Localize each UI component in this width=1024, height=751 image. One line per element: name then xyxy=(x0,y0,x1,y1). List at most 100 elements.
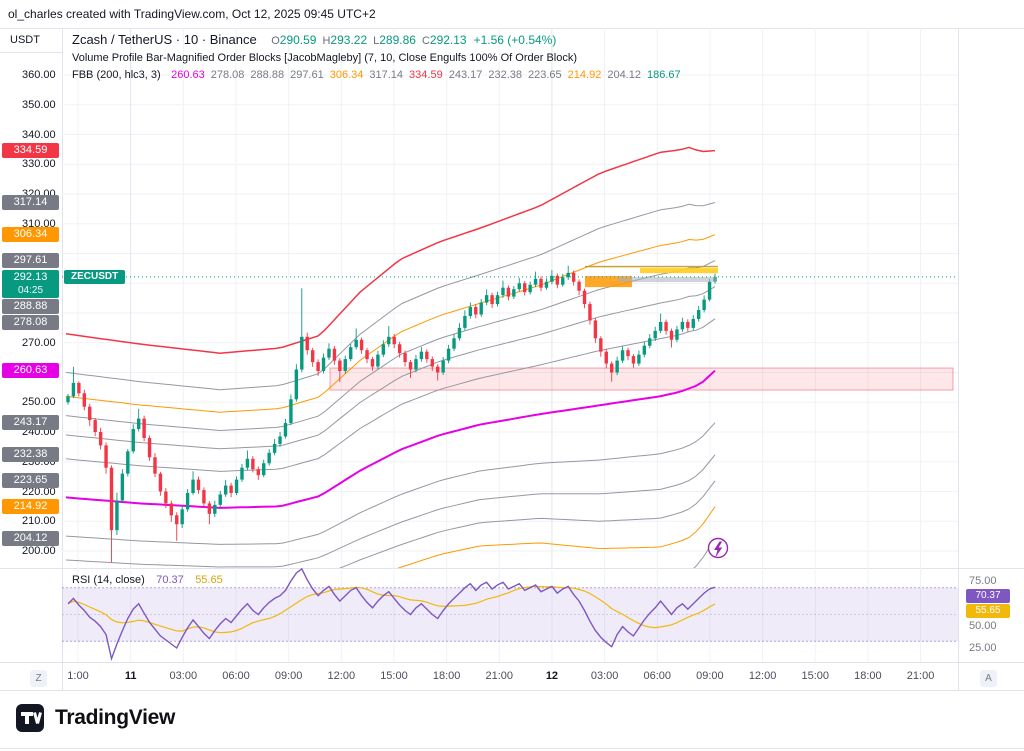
candle xyxy=(272,443,277,453)
currency-separator xyxy=(0,52,62,53)
bar-countdown: 04:25 xyxy=(17,284,44,296)
rsi-value: 70.37 xyxy=(156,574,184,586)
candle xyxy=(544,281,549,288)
candle xyxy=(675,329,679,340)
time-tick: 12:00 xyxy=(748,670,777,682)
price-tick: 250.00 xyxy=(22,396,56,409)
rsi-axis-tick: 75.00 xyxy=(969,575,997,587)
candle xyxy=(321,357,326,372)
candle xyxy=(262,463,266,476)
attribution-note: ol_charles created with TradingView.com,… xyxy=(8,7,376,21)
zone xyxy=(585,265,718,268)
candle xyxy=(245,458,250,468)
price-level-badge: 243.17 xyxy=(2,415,59,431)
price-level-badge: 288.88 xyxy=(2,298,59,314)
candle xyxy=(631,356,636,364)
timezone-button[interactable]: Z xyxy=(30,670,47,687)
candle xyxy=(310,350,315,363)
fbb-values: 260.63 278.08 288.88 297.61 306.34 317.14 334.… xyxy=(165,65,681,82)
price-level-badge: 317.14 xyxy=(2,195,59,210)
candle xyxy=(196,479,201,491)
candle xyxy=(566,272,570,278)
candle xyxy=(381,344,386,355)
rsi-pane[interactable] xyxy=(62,568,958,662)
fbb-value: 186.67 xyxy=(646,69,681,81)
price-level-badge: 204.12 xyxy=(2,531,59,547)
candle xyxy=(240,467,244,480)
fbb-value: 223.65 xyxy=(528,69,562,81)
candle xyxy=(686,321,690,328)
indicator-volume-profile[interactable]: Volume Profile Bar-Magnified Order Block… xyxy=(72,49,681,66)
candle xyxy=(430,359,434,367)
price-level-badge: 334.59 xyxy=(2,143,59,159)
tradingview-wordmark[interactable]: TradingView xyxy=(55,706,176,729)
candle xyxy=(523,283,527,293)
candle xyxy=(71,382,76,397)
candle xyxy=(468,307,473,316)
candle xyxy=(593,320,598,339)
fbb-value: 278.08 xyxy=(210,69,245,81)
candle xyxy=(637,354,641,364)
price-level-badge: 214.92 xyxy=(2,499,59,515)
price-tick: 220.00 xyxy=(22,485,56,498)
price-tick: 240.00 xyxy=(22,426,56,438)
open-key: O xyxy=(271,35,280,47)
time-tick: 21:00 xyxy=(906,670,935,682)
candle xyxy=(457,327,462,339)
rsi-legend[interactable]: RSI (14, close) 70.37 55.65 xyxy=(72,571,223,588)
time-tick: 18:00 xyxy=(432,670,461,682)
candle xyxy=(561,277,565,285)
candle xyxy=(506,287,511,297)
time-tick: 18:00 xyxy=(854,670,882,682)
fbb-title: FBB (200, hlc3, 3) xyxy=(72,69,161,81)
candle xyxy=(414,359,418,370)
candle xyxy=(278,436,282,444)
high-value: 293.22 xyxy=(330,33,368,47)
fbb-value: 288.88 xyxy=(250,69,285,81)
candle xyxy=(343,359,347,372)
zone xyxy=(640,268,718,274)
time-tick: 12 xyxy=(545,670,559,682)
candle xyxy=(669,330,674,340)
candle xyxy=(316,362,320,372)
fbb-band xyxy=(65,146,716,354)
candle xyxy=(691,318,695,328)
candle xyxy=(653,330,657,339)
pane-separator[interactable] xyxy=(0,568,1024,569)
legend: Zcash / TetherUS · 10 · Binance O290.59 H… xyxy=(72,32,681,83)
auto-scale-button[interactable]: A xyxy=(980,670,997,687)
chart-bottom-border xyxy=(0,690,1024,691)
current-price-badge: 292.13 04:25 xyxy=(2,269,59,298)
candle xyxy=(479,302,483,315)
candle xyxy=(615,360,619,373)
candle xyxy=(408,362,413,370)
price-level-badge: 260.63 xyxy=(2,363,59,379)
price-pane[interactable] xyxy=(62,28,958,568)
close-key: C xyxy=(421,35,430,47)
candle xyxy=(528,284,532,293)
price-level-badge: 232.38 xyxy=(2,447,59,463)
fbb-band xyxy=(65,234,716,413)
candle xyxy=(180,509,184,525)
rsi-axis-tick: 50.00 xyxy=(969,620,997,632)
symbol-title[interactable]: Zcash / TetherUS · 10 · Binance xyxy=(72,32,257,47)
candle xyxy=(202,490,206,504)
candle xyxy=(289,399,293,424)
candle xyxy=(327,348,331,358)
fbb-value: 334.59 xyxy=(409,69,443,81)
rsi-value-badge: 70.37 xyxy=(966,589,1010,603)
fbb-band xyxy=(397,506,716,568)
candle xyxy=(604,351,608,364)
time-tick: 15:00 xyxy=(380,670,408,682)
price-tick: 200.00 xyxy=(22,545,56,557)
candle xyxy=(446,348,451,361)
left-axis-border xyxy=(62,28,63,690)
candle xyxy=(707,281,712,300)
tradingview-logo-icon[interactable] xyxy=(16,703,46,733)
indicator-fbb[interactable]: FBB (200, hlc3, 3) 260.63 278.08 288.88 297… xyxy=(72,66,681,83)
candle xyxy=(495,295,500,305)
candle xyxy=(98,432,103,446)
price-tick: 320.00 xyxy=(22,188,56,200)
candle xyxy=(370,359,375,367)
price-level-badge: 297.61 xyxy=(2,253,59,269)
